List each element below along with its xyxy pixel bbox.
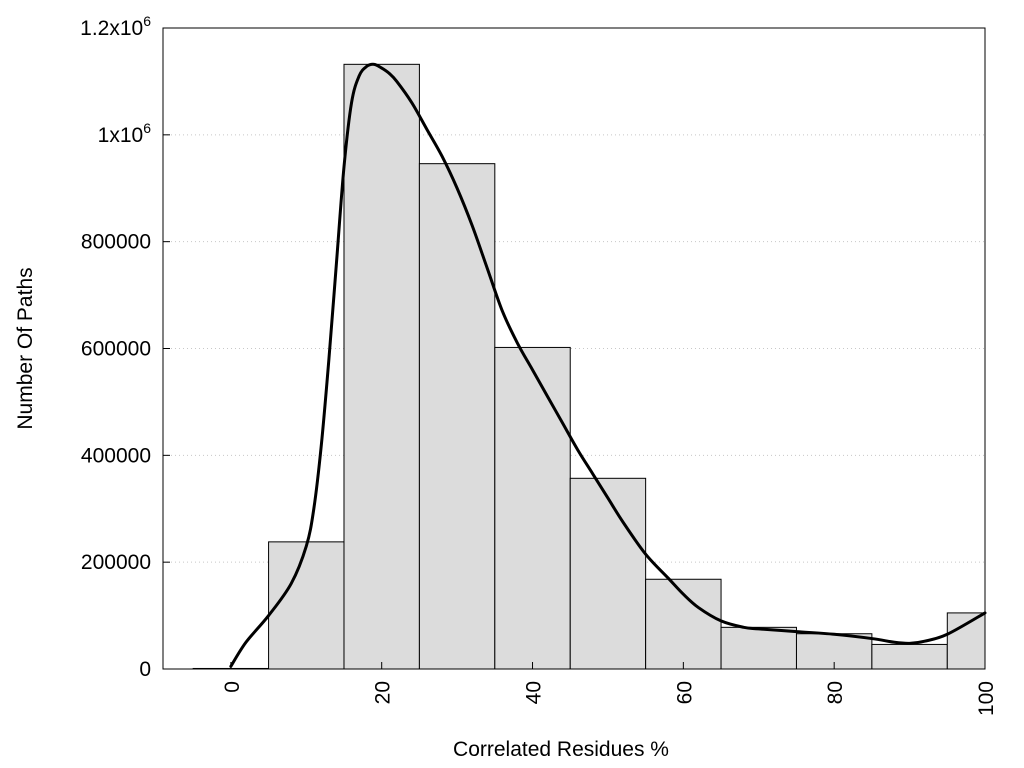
y-tick-label: 600000 bbox=[81, 338, 151, 361]
y-axis-title: Number Of Paths bbox=[14, 267, 37, 429]
x-tick-label: 20 bbox=[372, 681, 395, 704]
histogram-bar bbox=[720, 626, 797, 670]
histogram-bar bbox=[494, 346, 571, 670]
x-tick-label: 80 bbox=[824, 681, 847, 704]
histogram-bar bbox=[946, 612, 986, 670]
y-tick-label: 200000 bbox=[81, 551, 151, 574]
x-tick-label: 40 bbox=[523, 681, 546, 704]
x-axis-ticks: 0 20 40 60 80 100 bbox=[221, 662, 998, 716]
smooth-curve-line bbox=[229, 62, 987, 668]
histogram-bar bbox=[343, 63, 420, 670]
y-axis-ticks: 0 200000 400000 600000 800000 1x106 1.2x106 bbox=[80, 13, 170, 681]
y-tick-label: 1x106 bbox=[98, 120, 152, 147]
y-tick-label: 1.2x106 bbox=[80, 13, 151, 40]
y-tick-label: 400000 bbox=[81, 444, 151, 467]
histogram-bar bbox=[569, 477, 647, 670]
histogram-bars bbox=[192, 63, 986, 670]
y-tick-label: 800000 bbox=[81, 231, 151, 254]
histogram-bar bbox=[871, 643, 948, 670]
x-tick-label: 0 bbox=[221, 681, 244, 693]
x-tick-label: 100 bbox=[975, 681, 998, 716]
histogram-bar bbox=[268, 541, 345, 670]
y-tick-label: 0 bbox=[139, 658, 151, 681]
density-curve bbox=[229, 62, 987, 668]
histogram-bar bbox=[418, 163, 496, 670]
x-axis-title: Correlated Residues % bbox=[453, 738, 669, 761]
x-tick-label: 60 bbox=[673, 681, 696, 704]
